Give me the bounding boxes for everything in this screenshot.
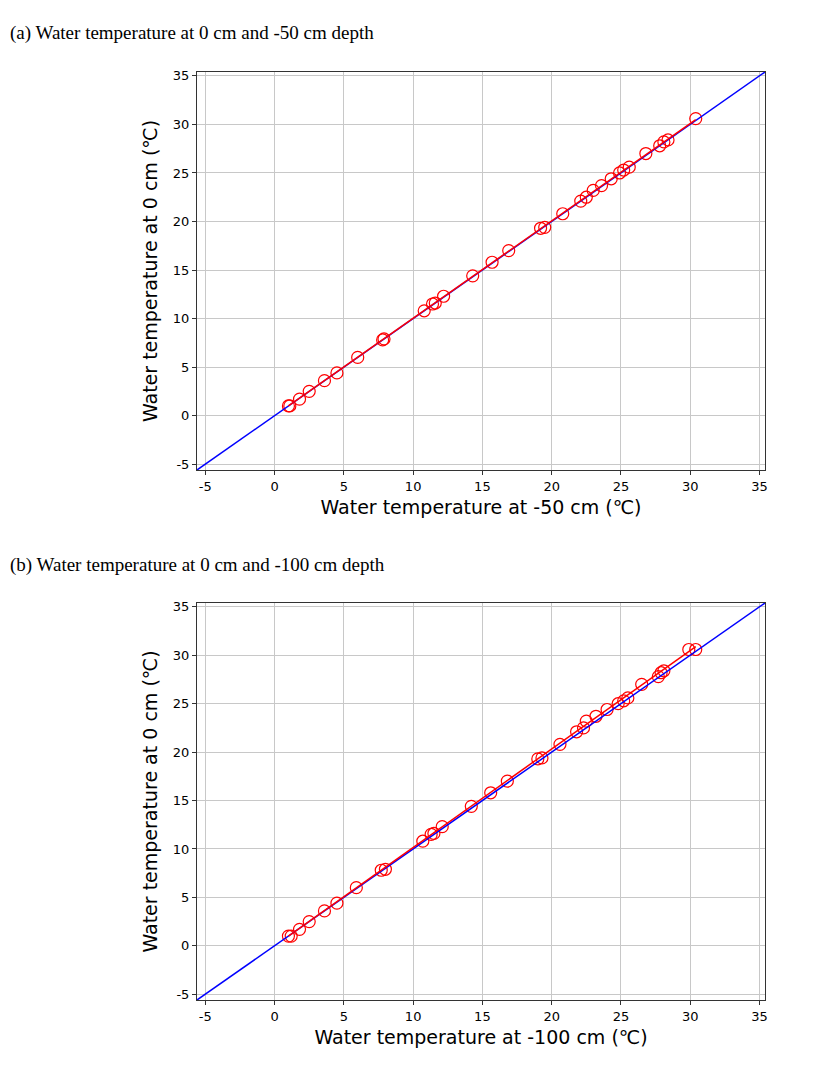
svg-text:25: 25 xyxy=(613,1009,630,1024)
svg-text:Water temperature at 0 cm (℃): Water temperature at 0 cm (℃) xyxy=(139,650,161,952)
svg-text:-5: -5 xyxy=(199,1009,212,1024)
svg-text:Water temperature at -50 cm (℃: Water temperature at -50 cm (℃) xyxy=(320,496,641,518)
svg-text:35: 35 xyxy=(751,479,768,494)
svg-text:5: 5 xyxy=(181,890,189,905)
svg-text:30: 30 xyxy=(682,479,699,494)
svg-text:30: 30 xyxy=(173,648,190,663)
svg-text:15: 15 xyxy=(474,1009,491,1024)
svg-text:10: 10 xyxy=(405,479,422,494)
svg-text:25: 25 xyxy=(613,479,630,494)
svg-text:10: 10 xyxy=(173,311,190,326)
svg-text:0: 0 xyxy=(270,1009,278,1024)
svg-text:30: 30 xyxy=(682,1009,699,1024)
svg-text:25: 25 xyxy=(173,696,190,711)
svg-text:25: 25 xyxy=(173,166,190,181)
svg-text:15: 15 xyxy=(173,793,190,808)
svg-text:20: 20 xyxy=(543,479,560,494)
svg-text:0: 0 xyxy=(181,938,189,953)
svg-text:35: 35 xyxy=(173,68,190,83)
svg-text:-5: -5 xyxy=(176,987,189,1002)
svg-text:20: 20 xyxy=(173,214,190,229)
svg-text:15: 15 xyxy=(173,263,190,278)
svg-text:Water temperature at 0 cm (℃): Water temperature at 0 cm (℃) xyxy=(139,120,161,422)
svg-text:10: 10 xyxy=(173,842,190,857)
svg-text:35: 35 xyxy=(751,1009,768,1024)
svg-text:5: 5 xyxy=(340,479,348,494)
svg-text:20: 20 xyxy=(173,745,190,760)
svg-text:Water temperature at -100 cm (: Water temperature at -100 cm (℃) xyxy=(314,1026,647,1048)
svg-text:5: 5 xyxy=(181,360,189,375)
svg-text:(a) Water temperature at 0 cm: (a) Water temperature at 0 cm and -50 cm… xyxy=(10,22,374,44)
svg-text:30: 30 xyxy=(173,117,190,132)
svg-text:20: 20 xyxy=(543,1009,560,1024)
svg-text:15: 15 xyxy=(474,479,491,494)
svg-text:(b) Water temperature at 0 cm: (b) Water temperature at 0 cm and -100 c… xyxy=(10,554,385,576)
svg-text:5: 5 xyxy=(340,1009,348,1024)
svg-text:-5: -5 xyxy=(199,479,212,494)
svg-text:0: 0 xyxy=(181,408,189,423)
svg-text:10: 10 xyxy=(405,1009,422,1024)
svg-text:35: 35 xyxy=(173,599,190,614)
svg-text:-5: -5 xyxy=(176,457,189,472)
svg-text:0: 0 xyxy=(270,479,278,494)
